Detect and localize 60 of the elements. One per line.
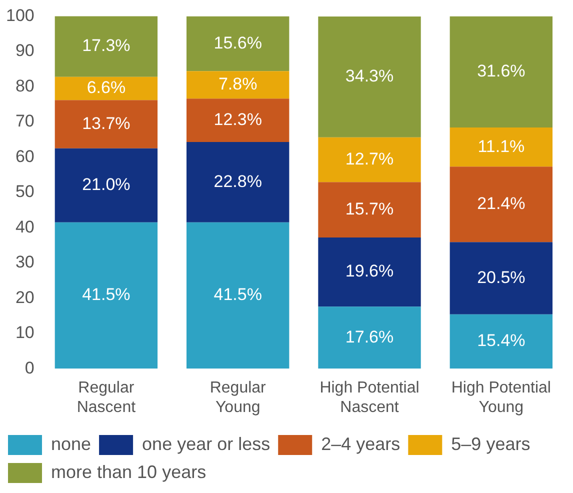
data-label: 15.6%	[214, 33, 262, 52]
data-label: 17.3%	[82, 36, 130, 56]
legend-label: 2–4 years	[321, 434, 400, 454]
data-label: 17.6%	[345, 327, 394, 346]
bar	[54, 148, 158, 222]
bar	[186, 71, 290, 99]
bar	[450, 242, 553, 314]
bar	[186, 142, 290, 222]
bar	[54, 222, 158, 369]
data-label: 31.6%	[477, 62, 526, 81]
data-label: 41.5%	[214, 285, 262, 304]
y-tick-label: 50	[15, 182, 34, 202]
data-label: 7.8%	[218, 74, 258, 94]
y-tick-label: 100	[6, 6, 34, 25]
data-label: 13.7%	[82, 114, 130, 133]
bar	[450, 314, 553, 369]
bar	[186, 222, 290, 369]
y-tick-label: 30	[15, 252, 34, 272]
data-label: 12.3%	[214, 110, 262, 130]
data-label: 15.4%	[477, 331, 526, 350]
bar	[318, 16, 421, 138]
data-label: 6.6%	[86, 78, 126, 98]
legend-label: 5–9 years	[451, 434, 530, 454]
data-label: 22.8%	[214, 172, 262, 191]
bar	[54, 76, 158, 100]
bar	[186, 98, 290, 142]
data-label: 20.5%	[477, 268, 526, 287]
legend-label: one year or less	[142, 434, 270, 454]
y-tick-label: 20	[15, 288, 34, 307]
bar	[318, 238, 421, 307]
y-tick-label: 60	[15, 146, 34, 166]
y-tick-label: 40	[15, 217, 34, 236]
bar	[186, 16, 290, 72]
bar	[318, 306, 421, 369]
y-tick-label: 10	[15, 323, 34, 342]
y-tick-label: 70	[15, 112, 34, 131]
y-tick-label: 80	[15, 76, 34, 96]
y-tick-label: 90	[15, 41, 34, 60]
x-tick-label: High Potential Nascent	[320, 380, 420, 416]
data-label: 21.4%	[477, 194, 526, 214]
data-label: 15.7%	[345, 200, 394, 219]
legend-label: none	[51, 434, 92, 454]
bar	[318, 137, 421, 182]
data-label: 19.6%	[345, 262, 394, 281]
data-label: 21.0%	[82, 175, 130, 194]
y-tick-label: 0	[24, 358, 34, 378]
legend-label: more than 10 years	[51, 462, 206, 482]
bar	[318, 182, 421, 238]
x-tick-label: Regular Young	[210, 380, 267, 416]
bar	[54, 100, 158, 148]
bar	[54, 16, 158, 77]
bar	[450, 166, 553, 242]
x-tick-label: Regular Nascent	[76, 380, 136, 416]
bar	[450, 128, 553, 167]
bar	[450, 16, 553, 128]
data-label: 12.7%	[345, 149, 394, 168]
data-label: 34.3%	[345, 66, 394, 86]
data-label: 11.1%	[478, 136, 525, 156]
x-tick-label: High Potential Young	[451, 380, 551, 416]
data-label: 41.5%	[82, 285, 130, 304]
